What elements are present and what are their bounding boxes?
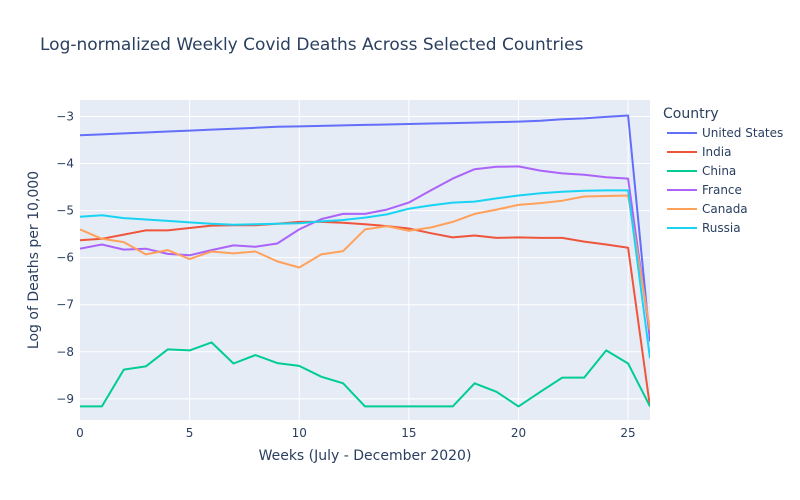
- x-tick-label: 20: [511, 426, 526, 440]
- series-lines: [80, 114, 650, 408]
- y-tick-label: −8: [56, 345, 74, 359]
- y-tick-label: −7: [56, 298, 74, 312]
- x-tick-label: 10: [292, 426, 307, 440]
- legend-label-united-states: United States: [702, 126, 783, 140]
- grid: [80, 100, 650, 420]
- legend-label-china: China: [702, 164, 736, 178]
- series-line-france: [80, 165, 650, 337]
- y-tick-label: −4: [56, 157, 74, 171]
- y-tick-label: −9: [56, 392, 74, 406]
- x-tick-label: 15: [401, 426, 416, 440]
- legend: Country United States India China France Can…: [663, 106, 783, 235]
- chart-title: Log-normalized Weekly Covid Deaths Acros…: [40, 35, 584, 55]
- x-tick-label: 5: [186, 426, 194, 440]
- series-line-china: [80, 341, 650, 408]
- y-tick-labels: −9 −8 −7 −6 −5 −4 −3: [56, 109, 74, 405]
- series-line-canada: [80, 194, 650, 331]
- y-tick-label: −6: [56, 251, 74, 265]
- plot-area: [80, 100, 650, 420]
- legend-label-russia: Russia: [702, 221, 741, 235]
- series-line-india: [80, 220, 650, 407]
- series-line-russia: [80, 189, 650, 359]
- y-tick-label: −3: [56, 109, 74, 123]
- legend-label-france: France: [702, 183, 742, 197]
- x-axis-label: Weeks (July - December 2020): [259, 448, 472, 464]
- y-axis-label: Log of Deaths per 10,000: [26, 171, 42, 349]
- x-tick-labels: 0 5 10 15 20 25: [76, 426, 636, 440]
- y-tick-label: −5: [56, 204, 74, 218]
- series-line-united-states: [80, 114, 650, 342]
- x-tick-label: 0: [76, 426, 84, 440]
- legend-label-canada: Canada: [702, 202, 748, 216]
- x-tick-label: 25: [620, 426, 635, 440]
- legend-title: Country: [663, 106, 719, 122]
- legend-label-india: India: [702, 145, 731, 159]
